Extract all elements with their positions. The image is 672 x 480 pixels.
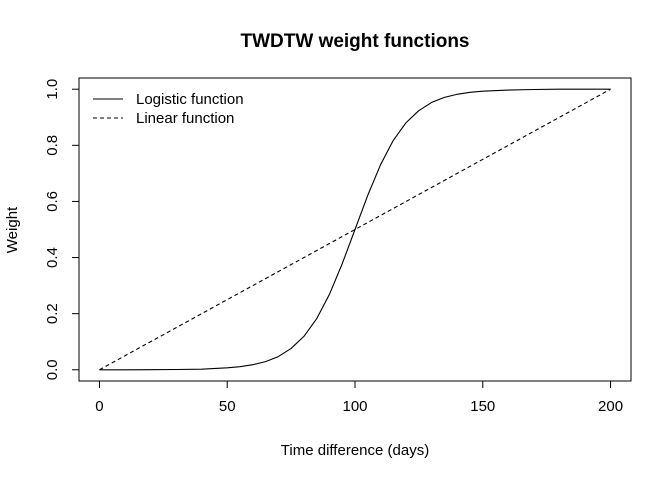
- legend: Logistic function Linear function: [93, 91, 244, 127]
- y-tick-label: 0.2: [44, 303, 61, 324]
- series-layer: [99, 88, 611, 371]
- y-tick-label: 0.6: [44, 191, 61, 212]
- y-tick-label: 1.0: [44, 79, 61, 100]
- x-tick-label: 100: [342, 398, 367, 415]
- y-axis-label: Weight: [4, 206, 21, 253]
- x-tick-label: 0: [95, 398, 103, 415]
- x-tick-label: 200: [598, 398, 623, 415]
- y-tick-label: 0.0: [44, 359, 61, 380]
- y-axis: 0.0 0.2 0.4 0.6 0.8 1.0: [44, 79, 80, 380]
- legend-label: Linear function: [136, 110, 234, 127]
- x-axis-label: Time difference (days): [281, 442, 429, 459]
- x-tick-label: 50: [219, 398, 236, 415]
- x-tick-label: 150: [470, 398, 495, 415]
- y-tick-label: 0.4: [44, 247, 61, 268]
- legend-label: Logistic function: [136, 91, 244, 108]
- y-tick-label: 0.8: [44, 135, 61, 156]
- x-axis: 0 50 100 150 200: [95, 380, 623, 415]
- series-line-logistic: [99, 88, 611, 371]
- chart-title: TWDTW weight functions: [240, 31, 469, 52]
- series-line-linear: [99, 88, 611, 371]
